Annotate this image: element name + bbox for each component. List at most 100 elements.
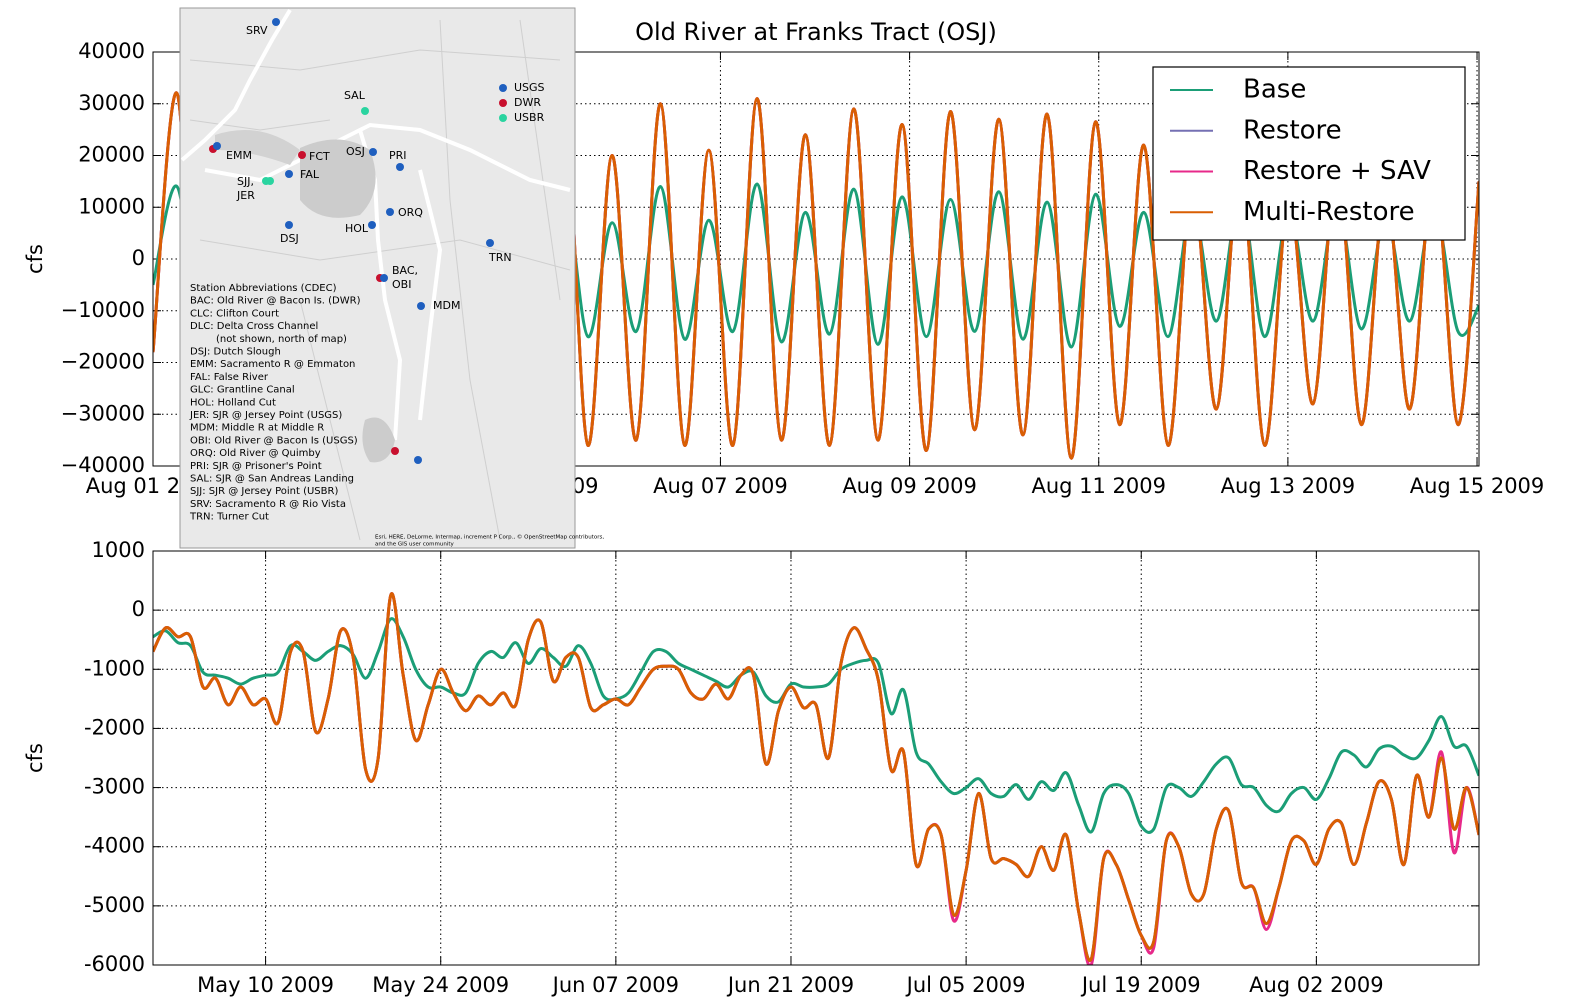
station-labels: SRV SAL EMM FCT OSJ PRI SJJ, JER FAL DSJ…	[226, 24, 545, 312]
legend-label: Base	[1243, 75, 1306, 105]
x-tick-label: Jul 05 2009	[905, 973, 1026, 997]
abbreviation-line: GLC: Grantline Canal	[190, 385, 295, 396]
x-tick-label: Aug 09 2009	[842, 474, 977, 498]
station-label: OSJ	[346, 145, 365, 158]
legend-box	[1152, 66, 1466, 241]
y-tick-label: −30000	[61, 401, 145, 425]
x-tick-label: Aug 07 2009	[653, 474, 788, 498]
map-legend-label: USGS	[514, 81, 545, 94]
legend: Base Restore Restore + SAV Multi-Restore	[1152, 66, 1466, 241]
abbreviation-line: DSJ: Dutch Slough	[190, 347, 281, 358]
map-legend-dot	[499, 84, 507, 92]
y-tick-label: 20000	[78, 143, 145, 167]
chart: -6000 -5000 -4000 -3000 -2000 -1000 0 1000 May 1…	[23, 538, 1480, 997]
abbreviation-line: BAC: Old River @ Bacon Is. (DWR)	[190, 296, 361, 307]
plot-frame	[152, 51, 1480, 467]
abbreviation-line: Station Abbreviations (CDEC)	[190, 283, 337, 294]
abbreviation-line: MDM: Middle R at Middle R	[190, 423, 324, 434]
station-label: ORQ	[398, 206, 423, 219]
y-tick-label: 30000	[78, 91, 145, 115]
y-tick-label: 0	[132, 597, 145, 621]
y-axis-label: cfs	[23, 743, 47, 773]
x-tick-label: May 24 2009	[372, 973, 509, 997]
y-tick-label: 10000	[78, 194, 145, 218]
station-dot	[386, 208, 394, 216]
station-dot	[361, 107, 369, 115]
legend-label: Restore	[1243, 115, 1342, 145]
abbreviation-line: (not shown, north of map)	[216, 334, 347, 345]
abbreviations: Station Abbreviations (CDEC) BAC: Old Riv…	[189, 283, 361, 523]
station-dot	[266, 177, 274, 185]
y-tick-label: 0	[132, 246, 145, 270]
y-tick-label: 40000	[78, 39, 145, 63]
x-tick-label: Aug 13 2009	[1221, 474, 1356, 498]
clifton-court	[362, 417, 395, 463]
water-body	[215, 130, 300, 165]
station-label: TRN	[488, 251, 512, 264]
station-dot	[285, 221, 293, 229]
abbreviation-line: HOL: Holland Cut	[190, 397, 276, 408]
map-legend-label: USBR	[514, 111, 545, 124]
station-label: JER	[236, 189, 255, 202]
station-dot	[486, 239, 494, 247]
station-label: FCT	[309, 150, 330, 163]
abbreviation-line: ORQ: Old River @ Quimby	[190, 448, 321, 459]
station-dot	[396, 163, 404, 171]
abbreviation-line: JER: SJR @ Jersey Point (USGS)	[189, 410, 342, 421]
station-label: MDM	[433, 299, 460, 312]
abbreviation-line: SJJ: SJR @ Jersey Point (USBR)	[190, 486, 338, 497]
station-label: BAC,	[392, 264, 418, 277]
series-lines	[153, 592, 1479, 965]
station-label: FAL	[300, 168, 320, 181]
y-tick-label: -2000	[84, 715, 145, 739]
y-tick-label: -6000	[84, 952, 145, 976]
charts: −40000−30000−20000−100000100002000030000…	[23, 18, 1544, 997]
abbreviation-line: SRV: Sacramento R @ Rio Vista	[190, 499, 346, 510]
station-label: PRI	[389, 149, 407, 162]
station-dot	[391, 447, 399, 455]
map-inset: SRV SAL EMM FCT OSJ PRI SJJ, JER FAL DSJ…	[179, 7, 604, 549]
x-tick-label: May 10 2009	[197, 973, 334, 997]
station-label: SJJ,	[237, 175, 254, 188]
legend-label: Multi-Restore	[1243, 197, 1415, 227]
x-tick-label: Jul 19 2009	[1080, 973, 1201, 997]
plot-frame	[152, 550, 1480, 966]
abbreviation-line: PRI: SJR @ Prisoner's Point	[190, 461, 322, 472]
map-legend-label: DWR	[514, 96, 541, 109]
abbreviation-line: SAL: SJR @ San Andreas Landing	[190, 474, 354, 485]
station-label: EMM	[226, 149, 252, 162]
series-line	[153, 617, 1479, 834]
station-label: HOL	[345, 222, 369, 235]
x-tick-label: Aug 15 2009	[1410, 474, 1545, 498]
station-dot	[417, 302, 425, 310]
x-tick-label: Jun 21 2009	[726, 973, 854, 997]
franks-tract	[300, 139, 376, 218]
y-tick-label: −20000	[61, 350, 145, 374]
map-legend-dot	[499, 114, 507, 122]
station-dot	[213, 142, 221, 150]
abbreviation-line: EMM: Sacramento R @ Emmaton	[190, 359, 355, 370]
station-dot	[368, 221, 376, 229]
y-tick-label: -4000	[84, 834, 145, 858]
station-dot	[298, 151, 306, 159]
x-tick-label: Aug 11 2009	[1031, 474, 1166, 498]
station-dot	[369, 148, 377, 156]
y-tick-label: 1000	[92, 538, 145, 562]
x-tick-label: Aug 02 2009	[1249, 973, 1384, 997]
x-tick-label: Jun 07 2009	[551, 973, 679, 997]
y-tick-label: -1000	[84, 656, 145, 680]
abbreviation-line: DLC: Delta Cross Channel	[190, 321, 318, 332]
plot-area	[153, 551, 1479, 965]
abbreviation-line: OBI: Old River @ Bacon Is (USGS)	[190, 435, 358, 446]
map-legend-dot	[499, 99, 507, 107]
station-label: DSJ	[280, 232, 299, 245]
chart-title: Old River at Franks Tract (OSJ)	[635, 18, 997, 46]
attribution: and the GIS user community	[375, 542, 454, 548]
abbreviation-line: CLC: Clifton Court	[190, 308, 279, 319]
map-roads	[189, 19, 571, 541]
legend-label: Restore + SAV	[1243, 156, 1431, 186]
station-label: SAL	[344, 89, 366, 102]
y-tick-label: -3000	[84, 775, 145, 799]
